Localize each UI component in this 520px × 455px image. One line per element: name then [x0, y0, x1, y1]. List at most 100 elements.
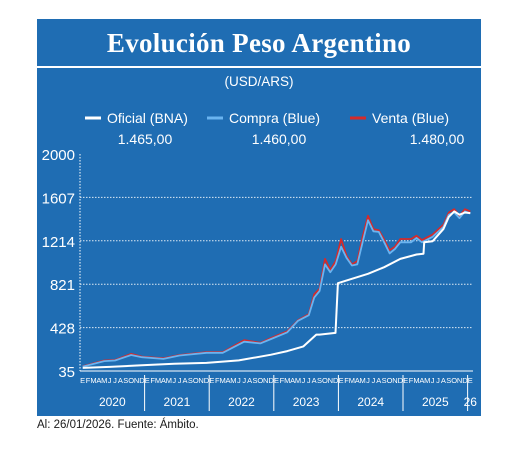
x-month-label: S	[317, 376, 322, 385]
x-month-label: F	[150, 376, 155, 385]
x-month-label: A	[182, 376, 187, 385]
x-month-label: D	[204, 376, 210, 385]
y-axis: 2000 1607 1214 821 428 35	[42, 147, 75, 381]
x-month-label: A	[441, 376, 446, 385]
x-month-label: O	[257, 376, 263, 385]
x-month-label: M	[90, 376, 96, 385]
x-month-label: J	[307, 376, 311, 385]
x-month-label: A	[312, 376, 317, 385]
series-layer	[82, 208, 471, 369]
x-month-label: E	[403, 376, 408, 385]
x-year-label: 2023	[293, 395, 320, 409]
x-month-label: J	[113, 376, 117, 385]
x-month-label: J	[172, 376, 176, 385]
x-month-label: J	[237, 376, 241, 385]
x-month-label: E	[145, 376, 150, 385]
x-month-label: E	[274, 376, 279, 385]
chart-panel: Evolución Peso Argentino (USD/ARS) Ofici…	[37, 19, 481, 416]
gridlines	[79, 154, 473, 372]
x-month-label: A	[161, 376, 166, 385]
y-tick-label: 821	[50, 277, 75, 294]
legend-last-value: 1.465,00	[118, 131, 173, 147]
x-month-label: M	[349, 376, 355, 385]
x-month-label: M	[166, 376, 172, 385]
x-month-label: N	[457, 376, 462, 385]
x-year-label: 2021	[164, 395, 191, 409]
x-month-label: N	[328, 376, 333, 385]
title-bar: Evolución Peso Argentino	[37, 19, 481, 66]
legend-label: Compra (Blue)	[229, 110, 320, 126]
line-chart: (USD/ARS) Oficial (BNA) 1.465,00 Compra (B…	[42, 74, 477, 411]
x-month-label: J	[366, 376, 370, 385]
x-month-label: J	[436, 376, 440, 385]
title-divider	[37, 66, 481, 68]
x-month-label: D	[398, 376, 404, 385]
series-line-compra	[82, 210, 471, 368]
x-month-label: M	[295, 376, 301, 385]
x-month-label: O	[128, 376, 134, 385]
x-month-label: J	[431, 376, 435, 385]
x-month-label: A	[247, 376, 252, 385]
legend-last-value: 1.460,00	[252, 131, 307, 147]
x-month-label: A	[96, 376, 101, 385]
x-month-label: S	[446, 376, 451, 385]
x-month-label: J	[302, 376, 306, 385]
x-month-label: N	[198, 376, 203, 385]
x-month-label: M	[424, 376, 430, 385]
chart-title: Evolución Peso Argentino	[106, 28, 412, 58]
x-month-label: D	[139, 376, 145, 385]
y-tick-label: 2000	[42, 147, 75, 164]
legend-label: Venta (Blue)	[372, 110, 449, 126]
x-month-label: M	[230, 376, 236, 385]
x-month-label: M	[360, 376, 366, 385]
source-footnote: Al: 26/01/2026. Fuente: Ámbito.	[37, 419, 199, 431]
x-month-label: N	[263, 376, 268, 385]
x-year-label: 2022	[228, 395, 255, 409]
x-month-label: O	[322, 376, 328, 385]
x-year-label: 26	[464, 395, 478, 409]
series-line-venta	[82, 208, 471, 368]
x-year-label: 2025	[422, 395, 449, 409]
x-month-label: M	[220, 376, 226, 385]
x-month-label: F	[215, 376, 220, 385]
x-month-label: M	[413, 376, 419, 385]
y-tick-label: 35	[58, 364, 75, 381]
legend-label: Oficial (BNA)	[107, 110, 188, 126]
x-month-label: E	[468, 376, 473, 385]
x-month-label: S	[252, 376, 257, 385]
x-month-label: A	[355, 376, 360, 385]
x-month-label: S	[382, 376, 387, 385]
y-tick-label: 1214	[42, 234, 75, 251]
x-year-label: 2020	[99, 395, 126, 409]
x-month-label: F	[409, 376, 414, 385]
x-month-label: J	[242, 376, 246, 385]
x-month-label: O	[387, 376, 393, 385]
x-month-label: A	[290, 376, 295, 385]
x-month-label: E	[80, 376, 85, 385]
x-month-label: M	[101, 376, 107, 385]
chart-subtitle: (USD/ARS)	[224, 74, 293, 89]
x-month-label: A	[226, 376, 231, 385]
x-month-label: M	[284, 376, 290, 385]
x-month-label: A	[118, 376, 123, 385]
x-month-label: F	[86, 376, 91, 385]
x-month-label: A	[419, 376, 424, 385]
x-month-label: E	[209, 376, 214, 385]
x-month-label: N	[392, 376, 397, 385]
y-tick-label: 1607	[42, 190, 75, 207]
x-month-label: A	[376, 376, 381, 385]
x-month-label: O	[451, 376, 457, 385]
x-month-label: M	[155, 376, 161, 385]
x-month-label: F	[344, 376, 349, 385]
x-month-label: S	[123, 376, 128, 385]
x-month-label: J	[178, 376, 182, 385]
x-month-label: D	[268, 376, 274, 385]
x-month-label: N	[134, 376, 139, 385]
x-month-label: E	[339, 376, 344, 385]
x-month-label: F	[280, 376, 285, 385]
legend: Oficial (BNA) 1.465,00 Compra (Blue) 1.460,…	[85, 110, 464, 147]
x-month-label: S	[188, 376, 193, 385]
x-month-label: J	[108, 376, 112, 385]
x-month-label: D	[462, 376, 468, 385]
